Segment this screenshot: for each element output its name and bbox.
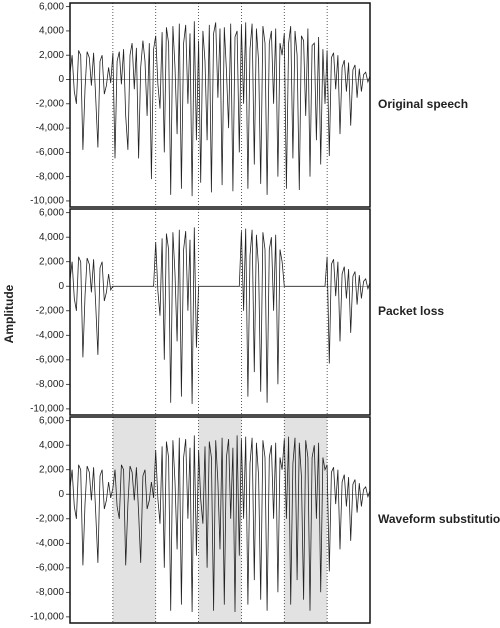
y-tick-label: 2,000 (39, 50, 64, 61)
y-tick-label: 6,000 (39, 207, 64, 218)
panel-frame (69, 208, 371, 416)
y-tick-label: 0 (58, 74, 64, 85)
waveform (69, 227, 371, 405)
panel-title: Packet loss (378, 304, 444, 318)
panel-title: Waveform substitution (378, 512, 500, 526)
y-tick-label: 4,000 (39, 440, 64, 451)
panel-title: Original speech (378, 97, 468, 111)
y-tick-label: 4,000 (39, 26, 64, 37)
waveform (69, 435, 371, 613)
y-tick-label: -10,000 (30, 612, 64, 623)
y-tick-label: 0 (58, 281, 64, 292)
y-tick-label: -10,000 (30, 404, 64, 415)
y-tick-label: -8,000 (36, 379, 65, 390)
y-tick-label: -8,000 (36, 587, 65, 598)
y-tick-label: -6,000 (36, 147, 65, 158)
y-tick-label: -2,000 (36, 305, 65, 316)
shaded-frame (198, 417, 242, 623)
y-tick-label: 0 (58, 489, 64, 500)
y-tick-label: -2,000 (36, 513, 65, 524)
y-tick-label: 2,000 (39, 464, 64, 475)
y-tick-label: 2,000 (39, 256, 64, 267)
y-tick-label: -8,000 (36, 171, 65, 182)
y-tick-label: -10,000 (30, 196, 64, 207)
waveform (69, 21, 371, 197)
y-axis-label: Amplitude (2, 284, 16, 343)
y-tick-label: 6,000 (39, 415, 64, 426)
y-tick-label: -4,000 (36, 330, 65, 341)
y-tick-label: -6,000 (36, 562, 65, 573)
shaded-frame (112, 417, 156, 623)
y-tick-label: -4,000 (36, 123, 65, 134)
y-tick-label: 4,000 (39, 232, 64, 243)
y-tick-label: 6,000 (39, 1, 64, 12)
panel-frame (69, 416, 371, 624)
y-tick-label: -6,000 (36, 354, 65, 365)
y-tick-label: -4,000 (36, 538, 65, 549)
panel-frame (69, 2, 371, 208)
y-tick-label: -2,000 (36, 98, 65, 109)
